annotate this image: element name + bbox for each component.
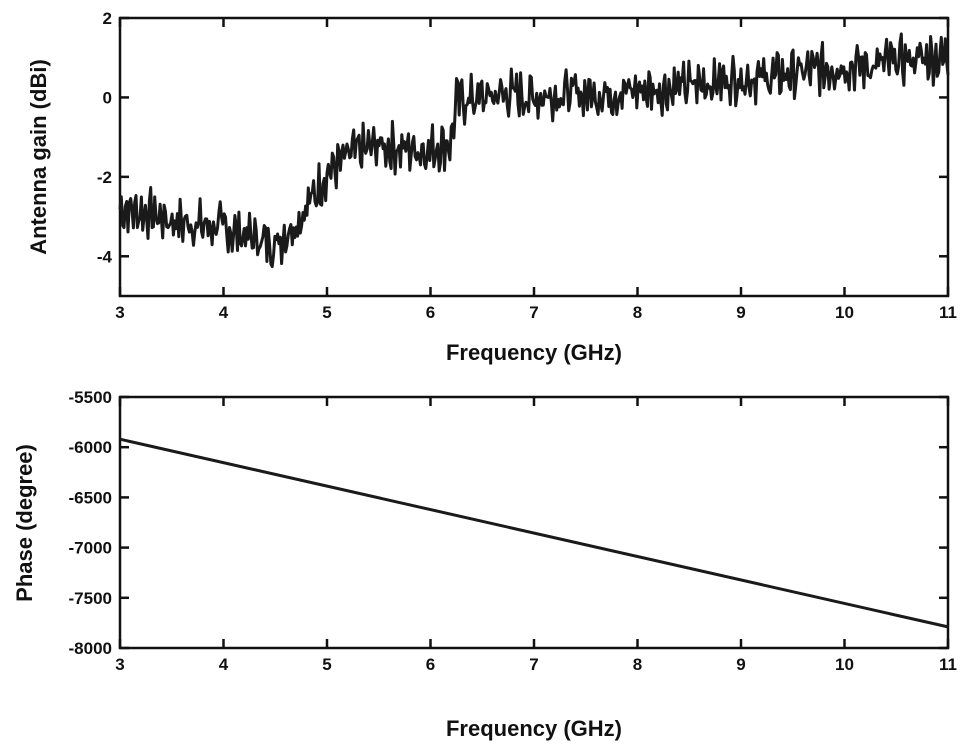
phase-y-tick-label: -8000 bbox=[69, 639, 112, 658]
gain-x-tick-label: 3 bbox=[115, 303, 124, 322]
phase-chart: 3 4 5 6 7 8 9 10 11 -5500 -6000 -6500 -7000 -7500 -80… bbox=[12, 388, 957, 741]
gain-y-tick-label: 0 bbox=[103, 88, 112, 107]
gain-x-tick-labels: 3 4 5 6 7 8 9 10 11 bbox=[115, 303, 957, 322]
gain-x-tick-label: 7 bbox=[529, 303, 538, 322]
gain-x-tick-label: 8 bbox=[633, 303, 642, 322]
phase-y-tick-label: -7000 bbox=[69, 539, 112, 558]
gain-y-ticks bbox=[120, 16, 948, 258]
phase-y-axis-label: Phase (degree) bbox=[12, 444, 37, 602]
phase-x-tick-label: 8 bbox=[633, 655, 642, 674]
phase-x-tick-label: 6 bbox=[426, 655, 435, 674]
phase-y-ticks bbox=[120, 395, 948, 650]
phase-x-tick-labels: 3 4 5 6 7 8 9 10 11 bbox=[115, 655, 957, 674]
gain-x-tick-label: 4 bbox=[219, 303, 229, 322]
phase-x-axis-label: Frequency (GHz) bbox=[446, 716, 622, 741]
phase-x-tick-label: 4 bbox=[219, 655, 229, 674]
phase-y-tick-label: -7500 bbox=[69, 589, 112, 608]
gain-x-tick-label: 6 bbox=[426, 303, 435, 322]
phase-y-tick-label: -6500 bbox=[69, 488, 112, 507]
phase-series-line bbox=[119, 437, 949, 629]
gain-y-axis-label: Antenna gain (dBi) bbox=[26, 59, 51, 255]
phase-x-tick-label: 9 bbox=[736, 655, 745, 674]
gain-chart: 3 4 5 6 7 8 9 10 11 2 0 -2 -4 Frequency (GHz) Anten… bbox=[26, 9, 957, 365]
phase-x-tick-label: 10 bbox=[835, 655, 854, 674]
phase-y-tick-label: -5500 bbox=[69, 388, 112, 407]
gain-y-tick-label: -2 bbox=[97, 168, 112, 187]
gain-x-tick-label: 5 bbox=[322, 303, 331, 322]
phase-x-tick-label: 3 bbox=[115, 655, 124, 674]
phase-x-tick-label: 5 bbox=[322, 655, 331, 674]
phase-x-tick-label: 7 bbox=[529, 655, 538, 674]
gain-x-tick-label: 10 bbox=[835, 303, 854, 322]
phase-x-ticks bbox=[118, 397, 950, 648]
gain-y-tick-label: -4 bbox=[97, 247, 113, 266]
phase-y-tick-labels: -5500 -6000 -6500 -7000 -7500 -8000 bbox=[69, 388, 112, 658]
gain-x-tick-label: 11 bbox=[939, 303, 957, 322]
gain-y-tick-labels: 2 0 -2 -4 bbox=[97, 9, 113, 266]
gain-x-ticks bbox=[118, 18, 950, 296]
gain-y-tick-label: 2 bbox=[103, 9, 112, 28]
gain-x-tick-label: 9 bbox=[736, 303, 745, 322]
phase-y-tick-label: -6000 bbox=[69, 438, 112, 457]
gain-series-line bbox=[118, 32, 950, 269]
phase-x-tick-label: 11 bbox=[939, 655, 957, 674]
gain-x-axis-label: Frequency (GHz) bbox=[446, 340, 622, 365]
